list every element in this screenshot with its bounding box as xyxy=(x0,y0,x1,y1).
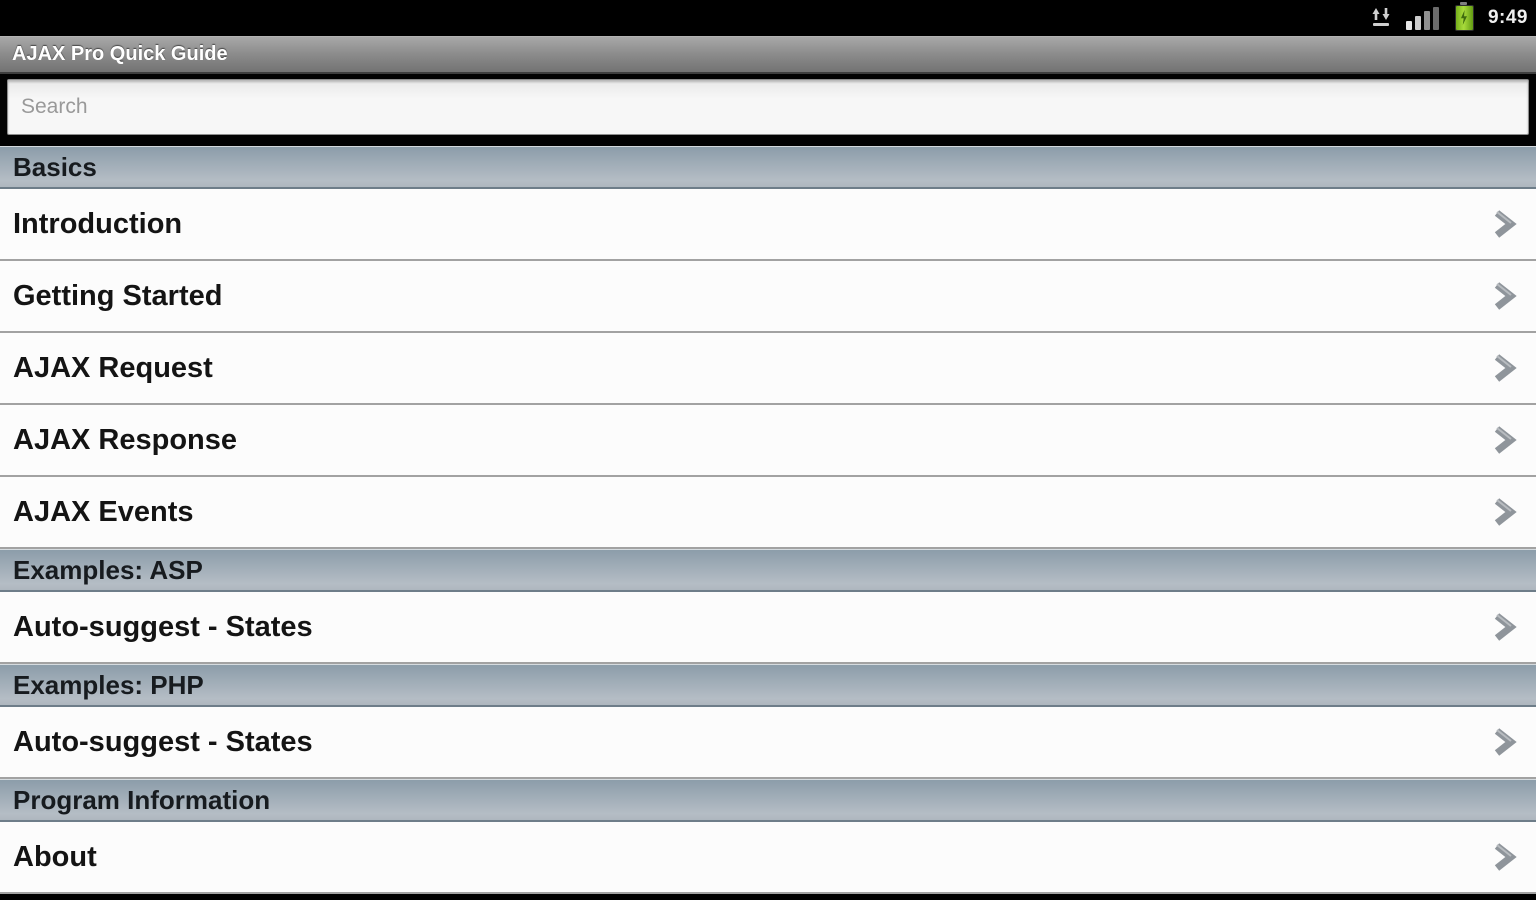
list-item-label: AJAX Response xyxy=(13,423,238,456)
section-header-label: Examples: ASP xyxy=(13,554,203,585)
status-bar: 9:49 xyxy=(0,0,1536,36)
title-bar: AJAX Pro Quick Guide xyxy=(0,36,1536,74)
list-item-label: Introduction xyxy=(13,207,183,240)
list-item-label: Auto-suggest - States xyxy=(13,610,313,643)
list-item-label: Auto-suggest - States xyxy=(13,725,313,758)
section-header-label: Basics xyxy=(13,151,97,182)
list-item-ajax-response[interactable]: AJAX Response xyxy=(0,405,1536,477)
chevron-right-icon xyxy=(1490,725,1518,759)
list-item-label: AJAX Request xyxy=(13,351,213,384)
list-item-auto-suggest-states[interactable]: Auto-suggest - States xyxy=(0,707,1536,779)
list-item-about[interactable]: About xyxy=(0,822,1536,894)
signal-strength-icon xyxy=(1405,6,1439,30)
list-item-label: AJAX Events xyxy=(13,495,194,528)
section-header-program-information: Program Information xyxy=(0,779,1536,822)
status-time: 9:49 xyxy=(1487,7,1528,28)
battery-icon xyxy=(1454,2,1474,31)
search-input[interactable] xyxy=(7,79,1529,135)
section-header-label: Examples: PHP xyxy=(13,669,204,700)
section-header-label: Program Information xyxy=(13,784,271,815)
chevron-right-icon xyxy=(1490,840,1518,874)
section-header-basics: Basics xyxy=(0,146,1536,189)
list-item-label: About xyxy=(13,840,97,873)
chevron-right-icon xyxy=(1490,351,1518,385)
chevron-right-icon xyxy=(1490,495,1518,529)
list-item-label: Getting Started xyxy=(13,279,223,312)
list-item-ajax-events[interactable]: AJAX Events xyxy=(0,477,1536,549)
list-item-ajax-request[interactable]: AJAX Request xyxy=(0,333,1536,405)
chevron-right-icon xyxy=(1490,423,1518,457)
section-header-examples-php: Examples: PHP xyxy=(0,664,1536,707)
chevron-right-icon xyxy=(1490,610,1518,644)
search-area xyxy=(0,74,1536,146)
app-title: AJAX Pro Quick Guide xyxy=(12,43,228,65)
section-header-examples-asp: Examples: ASP xyxy=(0,549,1536,592)
chevron-right-icon xyxy=(1490,207,1518,241)
list-item-auto-suggest-states[interactable]: Auto-suggest - States xyxy=(0,592,1536,664)
list-item-getting-started[interactable]: Getting Started xyxy=(0,261,1536,333)
data-connection-icon xyxy=(1370,6,1392,30)
guide-list: Basics Introduction Getting Started AJAX Re… xyxy=(0,146,1536,894)
list-item-introduction[interactable]: Introduction xyxy=(0,189,1536,261)
chevron-right-icon xyxy=(1490,279,1518,313)
